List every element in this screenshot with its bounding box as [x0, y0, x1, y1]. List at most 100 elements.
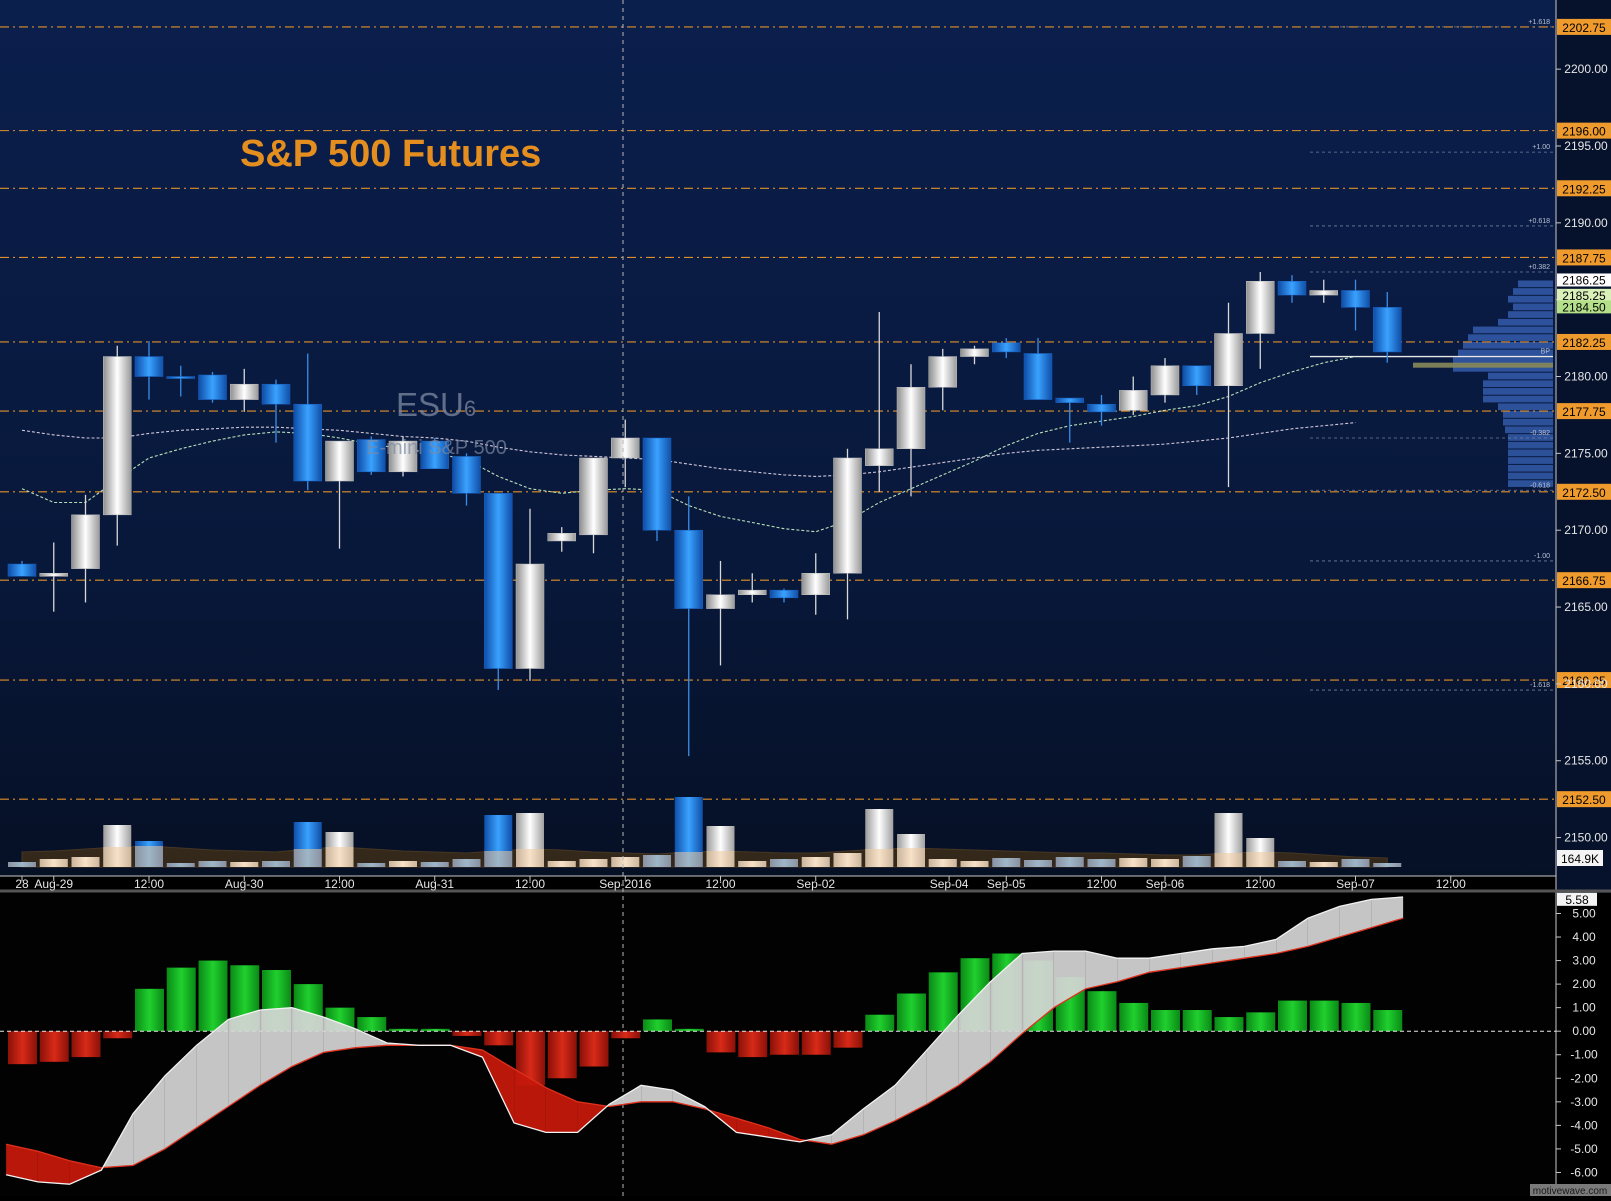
- candle-body: [325, 440, 354, 482]
- candle-body: [642, 437, 672, 531]
- candle-body: [928, 356, 957, 388]
- level-price-tag: [1557, 122, 1611, 139]
- volume-bar-average-overlay: [865, 849, 894, 867]
- volume-bar-average-overlay: [833, 853, 862, 867]
- candle-body: [420, 440, 449, 469]
- macd-cloud-bullish: [806, 1134, 832, 1145]
- macd-cloud-bearish: [736, 1118, 769, 1138]
- symbol-month: 6: [464, 396, 476, 421]
- volume-bar-average-overlay: [135, 846, 163, 867]
- volume-profile-row: [1505, 426, 1553, 434]
- candle-body: [452, 456, 481, 494]
- candle-body: [865, 448, 894, 466]
- candle-body: [7, 563, 37, 577]
- macd-cloud-bullish: [1180, 948, 1213, 968]
- support-resistance-lines: 2202.75 2196.00 2192.25 2187.75 2182.25 2177.…: [0, 18, 1611, 808]
- level-price-tag: [1557, 483, 1611, 500]
- volume-bar-average-overlay: [230, 862, 259, 867]
- macd-cloud-bullish: [1339, 899, 1372, 938]
- candle-body: [1309, 290, 1338, 296]
- macd-cloud-bullish: [196, 1019, 229, 1128]
- chart-title: S&P 500 Futures: [240, 133, 541, 175]
- volume-bar-average-overlay: [643, 855, 671, 867]
- macd-histogram-bar: [801, 1031, 831, 1055]
- date-axis-label: Aug-29: [34, 877, 73, 891]
- level-price-label: 2166.75: [1562, 574, 1606, 588]
- candle-body: [611, 437, 640, 459]
- macd-histogram-bar: [611, 1031, 641, 1039]
- price-axis[interactable]: 2200.002195.002190.002185.002180.002175.…: [1556, 62, 1611, 845]
- volume-profile-row: [1468, 334, 1553, 341]
- current-price-label: 2186.25: [1562, 273, 1606, 287]
- macd-cloud-bullish: [1022, 951, 1054, 1034]
- price-axis-tick-label: 2165.00: [1564, 600, 1608, 614]
- candle-body: [896, 387, 926, 450]
- candle-body: [1246, 280, 1275, 334]
- macd-histogram-bar: [357, 1017, 387, 1032]
- date-axis-label: 12:00: [1086, 877, 1116, 891]
- macd-cloud-bullish: [228, 1010, 261, 1107]
- date-axis-label: Sep-02: [796, 877, 835, 891]
- macd-cloud-bearish: [6, 1144, 38, 1182]
- macd-cloud-bullish: [1244, 939, 1277, 959]
- volume-profile-row: [1483, 388, 1553, 395]
- date-axis[interactable]: 28 Aug-29 12:00 Aug-30 12:00 Aug-31 12:00 Sep-2…: [15, 876, 1466, 891]
- volume-bar-average-overlay: [579, 859, 608, 867]
- price-axis-tick-label: 2200.00: [1564, 62, 1608, 76]
- volume-bars: [8, 797, 1402, 868]
- macd-axis-background: [1556, 893, 1611, 1196]
- macd-histogram-bar: [8, 1031, 37, 1065]
- volume-bar-average-overlay: [960, 861, 989, 867]
- volume-profile-row: [1508, 464, 1553, 472]
- watermark-box: [1530, 1184, 1611, 1196]
- macd-cloud-bullish: [260, 1007, 292, 1086]
- macd-histogram-bar: [1373, 1010, 1403, 1032]
- volume-profile-row: [1488, 372, 1553, 380]
- volume-bar-average-overlay: [1278, 861, 1306, 867]
- macd-axis-tick-label: -3.00: [1570, 1095, 1598, 1109]
- fib-level-label: +1.618: [1528, 19, 1550, 26]
- macd-axis-tick-label: 4.00: [1572, 930, 1596, 944]
- volume-bar-average-overlay: [71, 857, 100, 867]
- level-price-label: 2196.00: [1562, 125, 1606, 139]
- volume-profile-row: [1498, 403, 1553, 411]
- volume-bar-average-overlay: [1373, 863, 1402, 867]
- macd-histogram-bar: [770, 1031, 799, 1055]
- volume-bar-average-overlay: [389, 861, 417, 867]
- price-axis-tick-label: 2190.00: [1564, 216, 1608, 230]
- macd-cloud-bullish: [831, 1108, 864, 1145]
- volume-bar-average-overlay: [897, 848, 925, 867]
- fib-level-label: -0.382: [1530, 430, 1550, 437]
- volume-bar-average-overlay: [674, 852, 703, 867]
- fibonacci-levels: +1.618 +1.00 +0.618 +0.382 BP -0.382 -0.618 -1.…: [1310, 19, 1553, 691]
- macd-cloud-bullish: [863, 1085, 896, 1135]
- level-price-tag: [1557, 572, 1611, 589]
- symbol-root: ESU: [396, 386, 464, 423]
- macd-histogram-bar: [39, 1031, 69, 1062]
- macd-axis-tick-label: -5.00: [1570, 1142, 1598, 1156]
- macd-histogram-bar: [103, 1031, 133, 1039]
- macd-cloud-bullish: [990, 953, 1023, 1062]
- price-axis-tick-label: 2180.00: [1564, 370, 1608, 384]
- price-axis-tick-label: 2175.00: [1564, 446, 1608, 460]
- candle-body: [1150, 365, 1180, 396]
- macd-axis[interactable]: 5.00 4.00 3.00 2.00 1.00 0.00 -1.00 -2.00 -3.00 -…: [1556, 892, 1598, 1180]
- volume-profile-row: [1498, 318, 1553, 326]
- candle-body: [1119, 390, 1148, 411]
- level-price-tag: [1557, 403, 1611, 420]
- volume-bar-average-overlay: [1246, 852, 1275, 867]
- candle-body: [103, 356, 132, 516]
- volume-profile-row: [1463, 341, 1553, 349]
- candle-body: [39, 572, 68, 577]
- price-axis-background: [1556, 0, 1611, 893]
- macd-axis-tick-label: -2.00: [1570, 1071, 1598, 1085]
- macd-histogram-bar: [452, 1031, 482, 1036]
- volume-profile-row: [1458, 349, 1553, 357]
- volume-profile-row: [1508, 449, 1553, 457]
- volume-profile-row: [1473, 326, 1553, 334]
- instrument-name: E-mini S&P 500: [366, 437, 507, 459]
- volume-profile-row: [1483, 380, 1553, 388]
- current-price-tag: [1557, 273, 1611, 287]
